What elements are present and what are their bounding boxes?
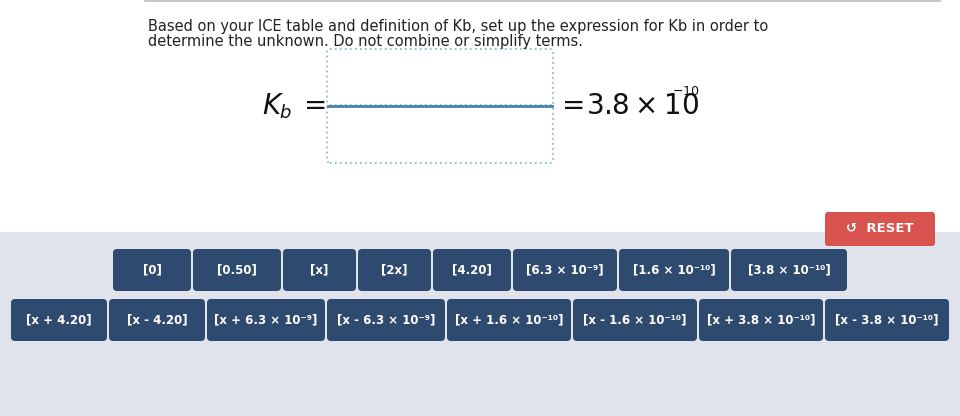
- Text: determine the unknown. Do not combine or simplify terms.: determine the unknown. Do not combine or…: [148, 34, 583, 49]
- FancyBboxPatch shape: [358, 249, 431, 291]
- Text: $K$: $K$: [262, 92, 284, 120]
- FancyBboxPatch shape: [447, 299, 571, 341]
- Text: [3.8 × 10⁻¹⁰]: [3.8 × 10⁻¹⁰]: [748, 263, 830, 277]
- Text: Based on your ICE table and definition of Kb, set up the expression for Kb in or: Based on your ICE table and definition o…: [148, 19, 768, 34]
- Text: ↺  RESET: ↺ RESET: [846, 223, 914, 235]
- FancyBboxPatch shape: [619, 249, 729, 291]
- Text: [x + 1.6 × 10⁻¹⁰]: [x + 1.6 × 10⁻¹⁰]: [455, 314, 564, 327]
- Text: [0]: [0]: [143, 263, 161, 277]
- Text: =: =: [304, 92, 327, 120]
- FancyBboxPatch shape: [731, 249, 847, 291]
- Text: $^{-10}$: $^{-10}$: [672, 87, 700, 105]
- FancyBboxPatch shape: [207, 299, 325, 341]
- Text: =: =: [562, 92, 586, 120]
- Text: [x - 1.6 × 10⁻¹⁰]: [x - 1.6 × 10⁻¹⁰]: [584, 314, 686, 327]
- Text: [x]: [x]: [310, 263, 328, 277]
- Text: [x + 6.3 × 10⁻⁹]: [x + 6.3 × 10⁻⁹]: [214, 314, 318, 327]
- Text: $b$: $b$: [279, 104, 292, 122]
- Text: [0.50]: [0.50]: [217, 263, 257, 277]
- Text: [2x]: [2x]: [381, 263, 408, 277]
- FancyBboxPatch shape: [699, 299, 823, 341]
- FancyBboxPatch shape: [433, 249, 511, 291]
- FancyBboxPatch shape: [825, 299, 949, 341]
- FancyBboxPatch shape: [109, 299, 205, 341]
- Text: [x - 4.20]: [x - 4.20]: [127, 314, 187, 327]
- Bar: [0, 0, 960, 231]
- FancyBboxPatch shape: [283, 249, 356, 291]
- Text: [x + 3.8 × 10⁻¹⁰]: [x + 3.8 × 10⁻¹⁰]: [707, 314, 815, 327]
- FancyBboxPatch shape: [825, 212, 935, 246]
- Text: [1.6 × 10⁻¹⁰]: [1.6 × 10⁻¹⁰]: [633, 263, 715, 277]
- Text: [x - 6.3 × 10⁻⁹]: [x - 6.3 × 10⁻⁹]: [337, 314, 435, 327]
- FancyBboxPatch shape: [573, 299, 697, 341]
- Text: [4.20]: [4.20]: [452, 263, 492, 277]
- Text: [6.3 × 10⁻⁹]: [6.3 × 10⁻⁹]: [526, 263, 604, 277]
- FancyBboxPatch shape: [513, 249, 617, 291]
- Text: [x - 3.8 × 10⁻¹⁰]: [x - 3.8 × 10⁻¹⁰]: [835, 314, 939, 327]
- FancyBboxPatch shape: [113, 249, 191, 291]
- FancyBboxPatch shape: [327, 105, 553, 163]
- FancyBboxPatch shape: [327, 299, 445, 341]
- FancyBboxPatch shape: [327, 49, 553, 107]
- FancyBboxPatch shape: [193, 249, 281, 291]
- Text: $3.8 \times 10$: $3.8 \times 10$: [586, 92, 699, 120]
- Bar: [0, 231, 960, 416]
- Text: [x + 4.20]: [x + 4.20]: [26, 314, 92, 327]
- FancyBboxPatch shape: [11, 299, 107, 341]
